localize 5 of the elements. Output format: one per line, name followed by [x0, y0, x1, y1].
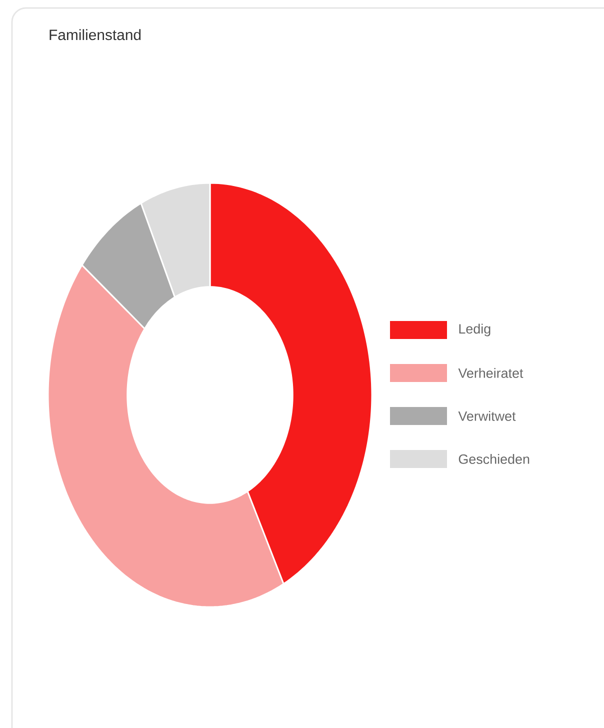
legend-label: Geschieden [458, 454, 530, 464]
legend-label: Ledig [459, 324, 490, 336]
chart-title: Familienstand [50, 29, 141, 40]
legend-label: Verwitwet [458, 411, 516, 421]
legend-label: Verheiratet [458, 368, 524, 378]
